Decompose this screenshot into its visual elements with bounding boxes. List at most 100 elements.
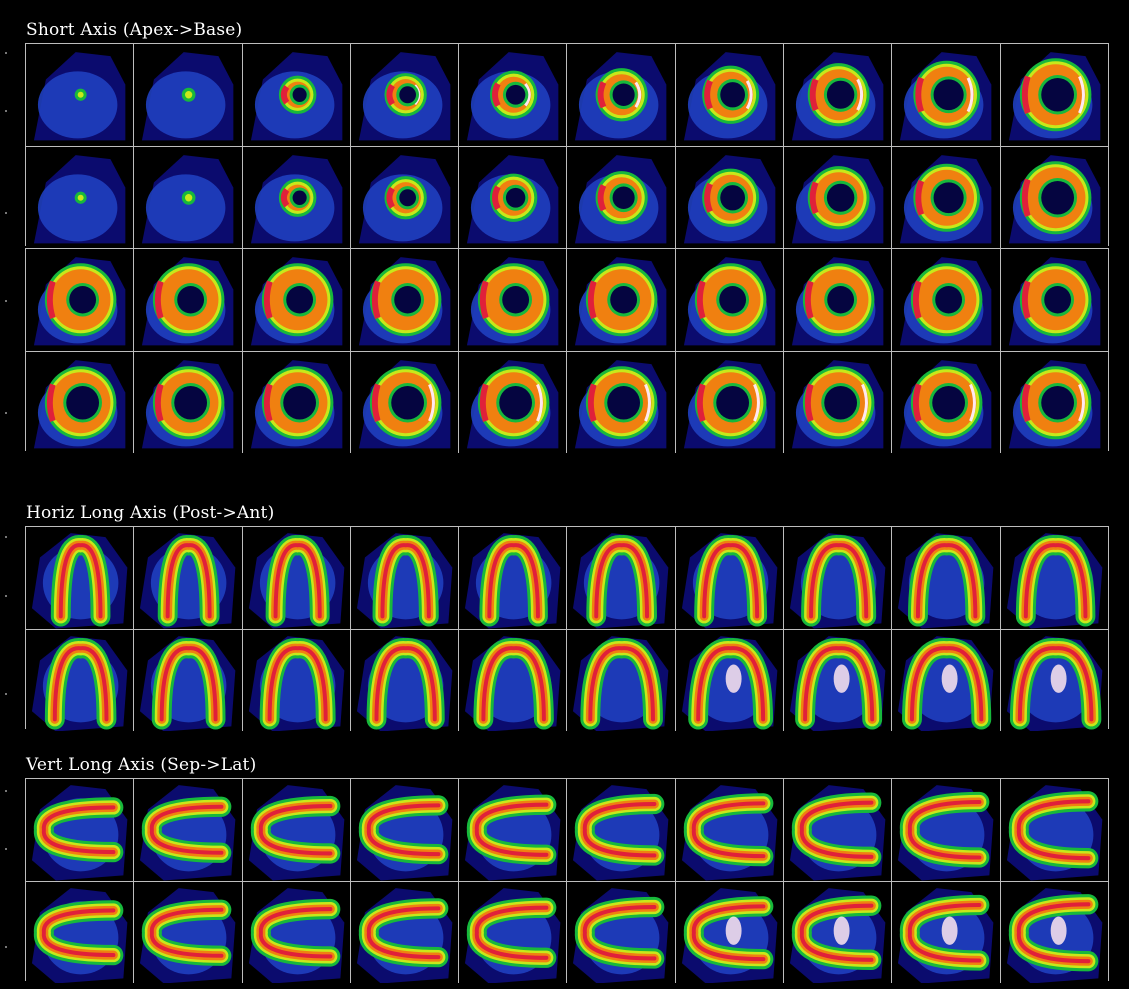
- slice-image: [674, 146, 784, 248]
- short-axis-title: Short Axis (Apex->Base): [26, 20, 243, 40]
- slice-image: [999, 44, 1108, 146]
- slice-image: [566, 629, 675, 731]
- slice-image: [891, 881, 1000, 983]
- slice-image: [674, 249, 784, 351]
- slice-image: [26, 527, 134, 629]
- image-row: [26, 350, 1108, 453]
- image-row: [26, 249, 1108, 351]
- slice-image: [891, 351, 1000, 453]
- image-row: [26, 628, 1108, 731]
- margin-tick: [5, 595, 7, 597]
- slice-image: [458, 527, 567, 629]
- slice-image: [999, 527, 1108, 629]
- slice-image: [999, 629, 1108, 731]
- slice-image: [458, 881, 567, 983]
- margin-tick: [5, 536, 7, 538]
- slice-image: [26, 351, 134, 453]
- slice-image: [674, 629, 784, 731]
- slice-image: [674, 351, 784, 453]
- margin-tick: [5, 790, 7, 792]
- slice-image: [891, 146, 1000, 248]
- slice-image: [566, 44, 675, 146]
- slice-image: [999, 779, 1108, 881]
- slice-image: [133, 629, 242, 731]
- slice-image: [349, 779, 459, 881]
- slice-image: [349, 146, 459, 248]
- slice-image: [349, 629, 459, 731]
- slice-image: [674, 779, 784, 881]
- slice-image: [566, 146, 675, 248]
- slice-image: [26, 44, 134, 146]
- slice-image: [133, 881, 242, 983]
- margin-tick: [5, 946, 7, 948]
- vert-long-axis-panel: [25, 778, 1109, 983]
- slice-image: [999, 351, 1108, 453]
- slice-image: [26, 629, 134, 731]
- slice-image: [783, 881, 892, 983]
- slice-image: [133, 146, 242, 248]
- slice-image: [783, 44, 892, 146]
- slice-image: [566, 527, 675, 629]
- slice-image: [566, 249, 675, 351]
- slice-image: [458, 779, 567, 881]
- horiz-long-axis-panel: [25, 526, 1109, 731]
- margin-tick: [5, 300, 7, 302]
- slice-image: [674, 527, 784, 629]
- slice-image: [241, 351, 350, 453]
- slice-image: [999, 881, 1108, 983]
- slice-image: [241, 881, 350, 983]
- short-axis-panel-b: [25, 248, 1109, 453]
- image-row: [26, 145, 1108, 248]
- slice-image: [891, 779, 1000, 881]
- slice-image: [783, 146, 892, 248]
- slice-image: [566, 881, 675, 983]
- slice-image: [458, 629, 567, 731]
- slice-image: [566, 779, 675, 881]
- slice-image: [349, 351, 459, 453]
- slice-image: [891, 249, 1000, 351]
- margin-tick: [5, 848, 7, 850]
- slice-image: [674, 881, 784, 983]
- slice-image: [133, 44, 242, 146]
- margin-tick: [5, 110, 7, 112]
- slice-image: [241, 629, 350, 731]
- slice-image: [783, 629, 892, 731]
- margin-tick: [5, 212, 7, 214]
- slice-image: [891, 629, 1000, 731]
- slice-image: [26, 249, 134, 351]
- slice-image: [133, 351, 242, 453]
- slice-image: [458, 146, 567, 248]
- slice-image: [349, 527, 459, 629]
- margin-tick: [5, 693, 7, 695]
- slice-image: [26, 146, 134, 248]
- image-row: [26, 44, 1108, 146]
- image-row: [26, 527, 1108, 629]
- slice-image: [458, 44, 567, 146]
- slice-image: [783, 249, 892, 351]
- image-row: [26, 779, 1108, 881]
- slice-image: [783, 351, 892, 453]
- slice-image: [349, 249, 459, 351]
- slice-image: [241, 527, 350, 629]
- slice-image: [566, 351, 675, 453]
- image-row: [26, 880, 1108, 983]
- slice-image: [891, 44, 1000, 146]
- slice-image: [674, 44, 784, 146]
- slice-image: [783, 527, 892, 629]
- margin-tick: [5, 52, 7, 54]
- slice-image: [891, 527, 1000, 629]
- vert-long-axis-title: Vert Long Axis (Sep->Lat): [26, 755, 257, 775]
- slice-image: [133, 779, 242, 881]
- slice-image: [458, 249, 567, 351]
- slice-image: [349, 881, 459, 983]
- slice-image: [26, 779, 134, 881]
- slice-image: [133, 249, 242, 351]
- margin-tick: [5, 412, 7, 414]
- horiz-long-axis-title: Horiz Long Axis (Post->Ant): [26, 503, 275, 523]
- slice-image: [783, 779, 892, 881]
- slice-image: [349, 44, 459, 146]
- slice-image: [26, 881, 134, 983]
- slice-image: [999, 249, 1108, 351]
- slice-image: [241, 249, 350, 351]
- slice-image: [458, 351, 567, 453]
